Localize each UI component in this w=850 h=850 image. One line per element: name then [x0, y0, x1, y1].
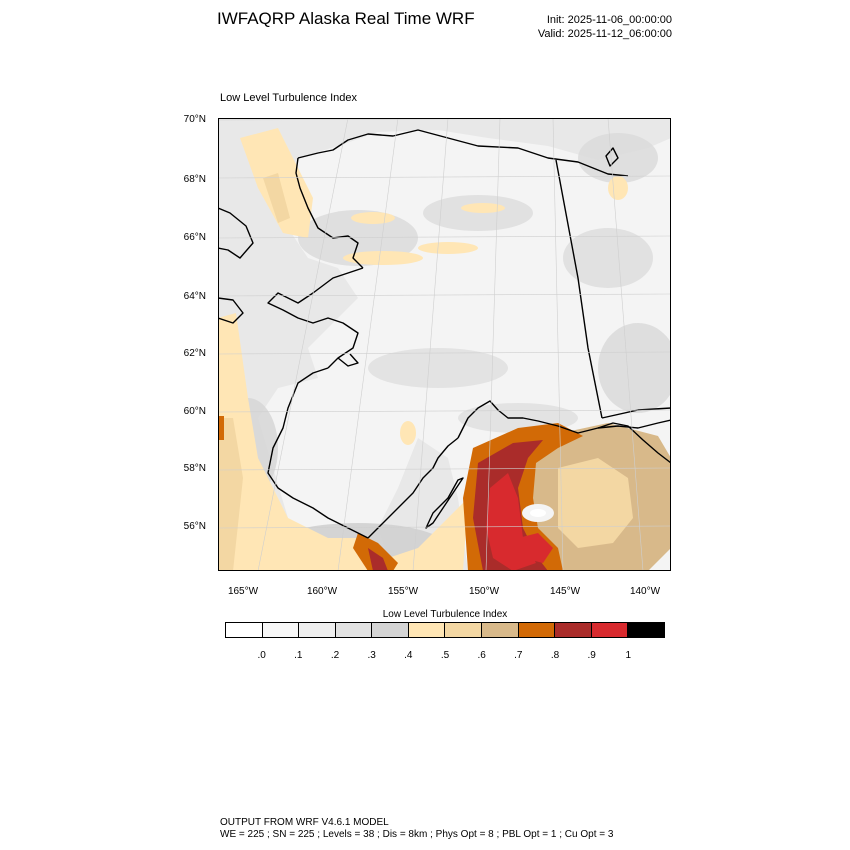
colorbar-segment-3 — [335, 623, 373, 637]
colorbar-segment-11 — [628, 623, 664, 637]
lon-label-145: 145°W — [549, 586, 581, 597]
colorbar-title: Low Level Turbulence Index — [382, 609, 508, 620]
lat-label-70: 70°N — [183, 114, 206, 125]
colorbar-segment-8 — [518, 623, 556, 637]
lat-label-56: 56°N — [183, 521, 206, 532]
kodiak — [425, 477, 464, 529]
lat-label-62: 62°N — [183, 348, 206, 359]
canada-border — [555, 159, 603, 419]
model-info: OUTPUT FROM WRF V4.6.1 MODEL WE = 225 ; … — [220, 817, 613, 841]
colorbar-label: 1 — [625, 650, 632, 661]
lon-label-160: 160°W — [306, 586, 338, 597]
colorbar-label: .5 — [440, 650, 450, 661]
colorbar-segment-2 — [299, 623, 336, 637]
page-title: IWFAQRP Alaska Real Time WRF — [217, 9, 475, 28]
colorbar-segment-7 — [482, 623, 519, 637]
valid-time: Valid: 2025-11-12_06:00:00 — [537, 28, 672, 40]
model-config: WE = 225 ; SN = 225 ; Levels = 38 ; Dis … — [220, 829, 614, 840]
arctic-islands — [605, 147, 619, 167]
colorbar-segment-4 — [372, 623, 409, 637]
lon-label-150: 150°W — [468, 586, 500, 597]
alaska-peninsula — [367, 437, 459, 539]
west-coast — [267, 367, 369, 539]
colorbar-label: .6 — [477, 650, 486, 661]
seward-peninsula — [267, 267, 364, 369]
lat-label-60: 60°N — [183, 406, 206, 417]
colorbar-segment-9 — [555, 623, 592, 637]
norton-sound — [337, 353, 359, 367]
peninsula-turbulence — [218, 416, 398, 571]
map-canvas — [218, 118, 671, 571]
lat-label-64: 64°N — [183, 291, 206, 302]
colorbar-label: .1 — [294, 650, 303, 661]
colorbar-segment-0 — [226, 623, 263, 637]
north-coast — [297, 129, 629, 177]
init-valid-times: Init: 2025-11-06_00:00:00 Valid: 2025-11… — [538, 13, 672, 41]
lat-label-68: 68°N — [183, 174, 206, 185]
colorbar-label: .0 — [257, 650, 266, 661]
model-version: OUTPUT FROM WRF V4.6.1 MODEL — [220, 817, 389, 828]
colorbar-label: .7 — [514, 650, 523, 661]
turbulence-map — [218, 118, 671, 571]
colorbar-label: .8 — [550, 650, 560, 661]
west-siberia — [218, 207, 254, 259]
lat-label-58: 58°N — [183, 463, 206, 474]
lat-label-66: 66°N — [183, 232, 206, 243]
map-subtitle: Low Level Turbulence Index — [220, 92, 357, 104]
colorbar-label: .2 — [330, 650, 340, 661]
colorbar-label: .4 — [404, 650, 413, 661]
graticule — [218, 118, 671, 571]
chukotka — [218, 297, 244, 324]
colorbar-segment-10 — [591, 623, 629, 637]
colorbar-segment-6 — [445, 623, 483, 637]
init-time: Init: 2025-11-06_00:00:00 — [546, 14, 672, 26]
northwest-coast — [295, 157, 364, 269]
southeast-coast — [597, 422, 671, 464]
colorbar-segment-1 — [262, 623, 300, 637]
colorbar-segment-5 — [408, 623, 446, 637]
lon-label-140: 140°W — [629, 586, 661, 597]
map-frame — [218, 118, 671, 571]
gulf-coast — [457, 400, 671, 439]
lon-label-165: 165°W — [227, 586, 259, 597]
coastlines — [218, 129, 671, 539]
lon-label-155: 155°W — [387, 586, 419, 597]
colorbar-label: .9 — [587, 650, 596, 661]
colorbar — [225, 622, 665, 638]
storm-system — [463, 423, 671, 571]
colorbar-label: .3 — [367, 650, 376, 661]
